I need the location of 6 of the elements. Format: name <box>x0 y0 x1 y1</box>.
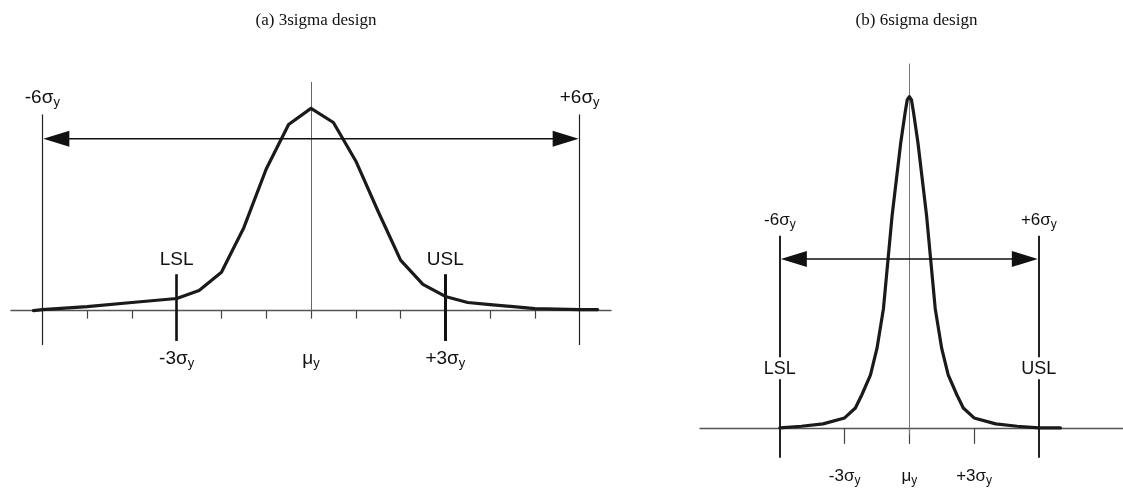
annotation: USL <box>1021 358 1057 379</box>
chart-title: (b) 6sigma design <box>855 10 978 29</box>
ref-line-label: LSL <box>159 248 194 270</box>
annotation: LSL <box>763 358 796 379</box>
ref-line-label: USL <box>426 248 464 270</box>
chart-title: (a) 3sigma design <box>255 10 377 29</box>
